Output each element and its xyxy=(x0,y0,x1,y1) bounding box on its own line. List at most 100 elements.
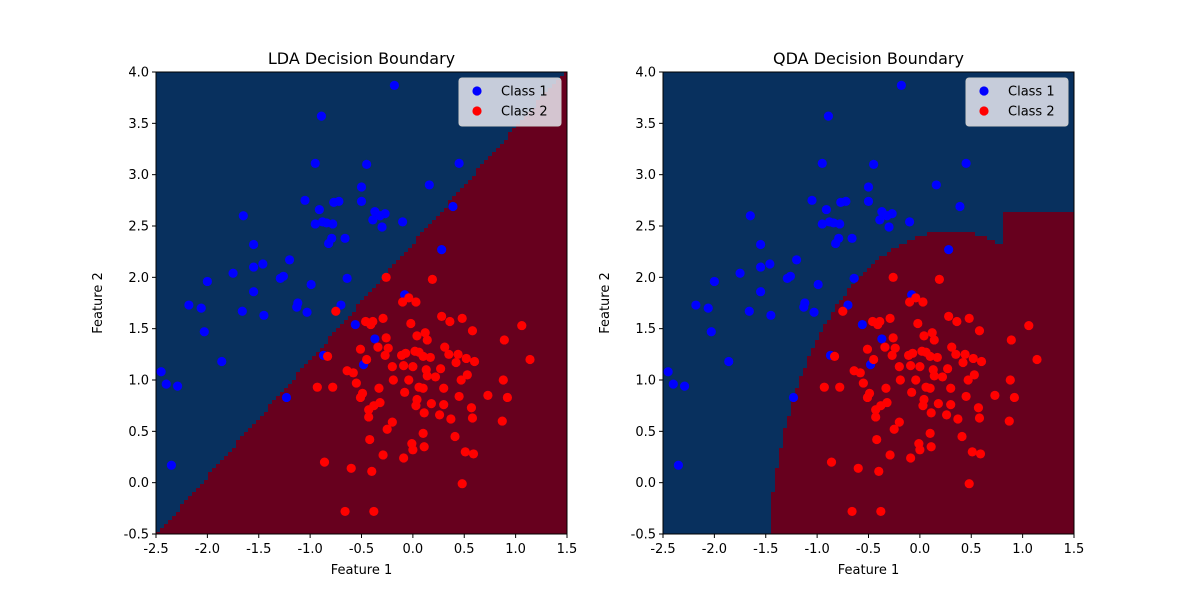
point-class-2 xyxy=(889,424,899,434)
legend: Class 1 Class 2 xyxy=(458,77,562,127)
point-class-2 xyxy=(958,357,968,368)
point-class-1 xyxy=(368,215,378,225)
point-class-1 xyxy=(863,182,874,192)
point-class-2 xyxy=(885,450,895,460)
point-class-1 xyxy=(370,334,380,344)
point-class-2 xyxy=(406,318,416,329)
point-class-2 xyxy=(894,362,904,372)
point-class-2 xyxy=(469,356,480,367)
point-class-1 xyxy=(300,195,310,205)
point-class-2 xyxy=(444,349,454,359)
x-tick-label: 1.0 xyxy=(1012,542,1033,557)
point-class-2 xyxy=(933,399,943,409)
point-class-2 xyxy=(919,331,929,341)
point-class-1 xyxy=(931,180,941,190)
point-class-2 xyxy=(974,326,985,336)
point-class-2 xyxy=(468,449,479,459)
point-class-2 xyxy=(943,364,953,374)
point-class-1 xyxy=(788,392,799,403)
y-tick-label: 0.0 xyxy=(635,476,656,491)
point-class-1 xyxy=(782,273,792,283)
point-class-2 xyxy=(312,382,322,392)
point-class-2 xyxy=(378,313,388,323)
point-class-1 xyxy=(329,197,339,207)
point-class-2 xyxy=(419,408,429,418)
y-tick-label: 1.0 xyxy=(635,374,656,389)
point-class-1 xyxy=(389,80,399,90)
point-class-1 xyxy=(306,279,316,290)
point-class-2 xyxy=(853,463,863,473)
y-tick-label: 1.5 xyxy=(128,322,149,337)
point-class-2 xyxy=(498,375,508,385)
point-class-1 xyxy=(817,158,827,168)
point-class-2 xyxy=(975,449,986,459)
point-class-2 xyxy=(383,343,393,353)
x-tick-label: 1.5 xyxy=(1064,542,1085,557)
point-class-1 xyxy=(835,219,845,229)
point-class-1 xyxy=(356,182,367,192)
y-tick-label: 2.0 xyxy=(128,271,149,286)
point-class-2 xyxy=(952,316,962,327)
point-class-1 xyxy=(817,219,827,229)
x-tick-label: 1.5 xyxy=(557,542,578,557)
point-class-1 xyxy=(706,327,716,337)
point-class-1 xyxy=(766,310,776,320)
legend-label-class-1: Class 1 xyxy=(501,85,548,100)
x-axis-label: Feature 1 xyxy=(838,563,900,578)
point-class-1 xyxy=(362,159,372,169)
point-class-2 xyxy=(366,319,376,330)
legend: Class 1 Class 2 xyxy=(965,77,1069,127)
x-tick-label: -2.5 xyxy=(650,542,675,557)
point-class-2 xyxy=(953,414,963,424)
point-class-2 xyxy=(932,352,942,363)
y-tick-label: 0.5 xyxy=(635,425,656,440)
x-tick-label: 0.0 xyxy=(403,542,424,557)
point-class-2 xyxy=(862,392,873,403)
point-class-1 xyxy=(237,306,247,316)
point-class-2 xyxy=(1006,335,1016,345)
point-class-1 xyxy=(791,255,802,265)
y-tick-label: 3.0 xyxy=(128,168,149,183)
x-tick-label: -1.0 xyxy=(297,542,322,557)
point-class-1 xyxy=(905,217,915,227)
point-class-2 xyxy=(346,463,356,473)
point-class-1 xyxy=(350,319,360,330)
point-class-1 xyxy=(156,367,166,377)
point-class-1 xyxy=(961,158,971,168)
point-class-2 xyxy=(888,272,898,282)
x-tick-label: -1.5 xyxy=(246,542,271,557)
point-class-2 xyxy=(903,350,914,360)
point-class-2 xyxy=(445,316,455,327)
point-class-2 xyxy=(1004,416,1014,426)
point-class-2 xyxy=(378,450,388,460)
point-class-2 xyxy=(819,382,829,392)
point-class-1 xyxy=(756,287,766,297)
point-class-1 xyxy=(735,268,745,278)
legend-marker-class-1 xyxy=(472,86,482,96)
y-tick-label: 4.0 xyxy=(635,66,656,81)
point-class-2 xyxy=(925,351,935,361)
point-class-2 xyxy=(381,272,391,282)
point-class-1 xyxy=(807,195,817,205)
point-class-2 xyxy=(418,428,428,438)
point-class-2 xyxy=(439,400,449,410)
point-class-1 xyxy=(668,379,678,389)
point-class-1 xyxy=(249,262,259,272)
point-class-2 xyxy=(382,424,392,434)
point-class-2 xyxy=(826,457,837,467)
point-class-1 xyxy=(821,204,831,215)
point-class-2 xyxy=(367,466,377,476)
point-class-2 xyxy=(869,354,879,365)
x-tick-label: -1.0 xyxy=(804,542,829,557)
y-tick-label: 1.0 xyxy=(128,374,149,389)
point-class-2 xyxy=(881,383,891,393)
x-tick-label: 0.0 xyxy=(910,542,931,557)
point-class-2 xyxy=(373,342,383,352)
point-class-2 xyxy=(446,414,456,424)
series-class-2 xyxy=(312,272,535,517)
point-class-2 xyxy=(396,350,407,360)
point-class-1 xyxy=(744,306,754,316)
point-class-2 xyxy=(829,351,840,361)
point-class-2 xyxy=(362,354,372,365)
point-class-1 xyxy=(259,310,269,320)
